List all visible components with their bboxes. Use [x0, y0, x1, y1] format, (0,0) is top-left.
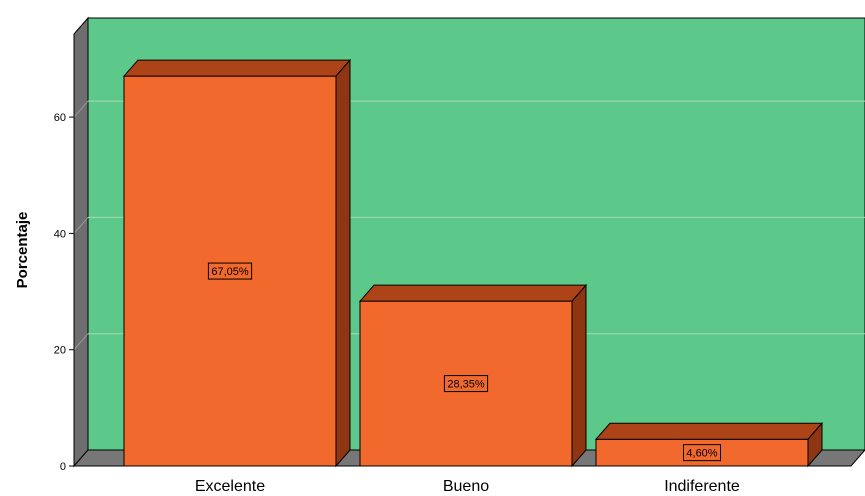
data-label-box	[683, 444, 721, 462]
data-label-box	[207, 262, 253, 280]
data-label: 4,60%	[686, 448, 717, 460]
bar-excelente: 67,05%	[122, 58, 352, 468]
data-label-box	[443, 375, 489, 393]
y-axis-title: Porcentaje	[14, 212, 31, 289]
bar-top	[122, 59, 352, 77]
x-category-label: Bueno	[443, 478, 489, 495]
bar-indiferente: 4,60%	[594, 421, 824, 468]
bar-side	[807, 421, 823, 468]
y-tick-label: 0	[60, 461, 66, 473]
bar-top	[594, 422, 824, 440]
y-tick-label: 40	[54, 228, 66, 240]
y-tick-label: 60	[54, 112, 66, 124]
bar-side	[571, 283, 587, 468]
y-axis: 0 20 40 60	[54, 34, 75, 473]
x-axis: Excelente Bueno Indiferente	[195, 478, 740, 495]
bar-top	[358, 284, 588, 302]
x-category-label: Indiferente	[664, 478, 740, 495]
left-wall	[73, 16, 89, 468]
bar-side	[335, 58, 351, 468]
data-label: 67,05%	[211, 266, 249, 278]
x-category-label: Excelente	[195, 478, 265, 495]
data-label: 28,35%	[447, 379, 485, 391]
y-tick-label: 20	[54, 345, 66, 357]
gridline-wall	[73, 217, 89, 234]
bar-bueno: 28,35%	[358, 283, 588, 468]
gridline-wall	[73, 333, 89, 351]
bars: 67,05% 28,35% 4,60%	[122, 58, 824, 468]
gridline-wall	[73, 100, 89, 118]
